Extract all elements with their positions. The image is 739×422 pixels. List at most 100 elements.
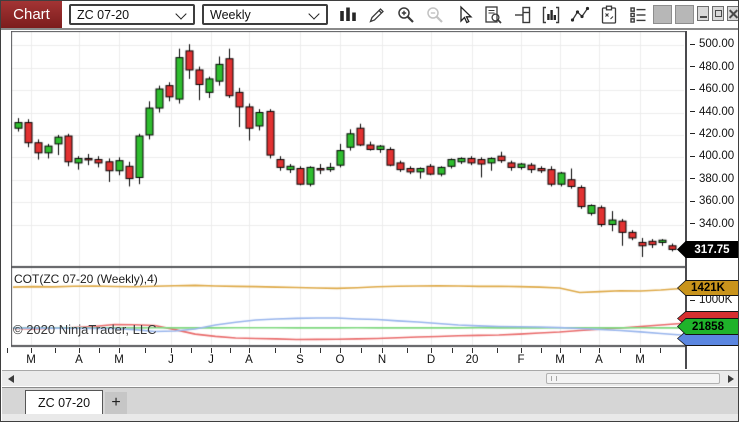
cot-indicator-label: COT(ZC 07-20 (Weekly),4) — [14, 272, 158, 286]
pencil-icon[interactable] — [366, 4, 388, 26]
titlebar: Chart ZC 07-20 Weekly — [1, 1, 738, 30]
scroll-left-icon[interactable] — [8, 375, 14, 383]
chart-style-icon[interactable] — [337, 4, 359, 26]
restore-icon — [714, 10, 722, 17]
cot-gold-marker: 1421K — [677, 280, 738, 296]
objects-icon[interactable] — [627, 4, 649, 26]
x-axis-label: M — [635, 354, 645, 366]
x-axis-label: A — [245, 354, 253, 366]
close-icon — [729, 9, 738, 18]
close-button[interactable] — [727, 6, 738, 21]
x-tick — [361, 348, 362, 353]
x-tick — [145, 348, 146, 353]
price-tick-label: 380.00 — [690, 173, 734, 185]
minimize-button[interactable] — [697, 6, 709, 21]
zoom-out-icon[interactable] — [424, 4, 446, 26]
x-axis-label: S — [296, 354, 304, 366]
chart-canvas[interactable] — [11, 31, 685, 348]
price-tick-label: 500.00 — [690, 38, 734, 50]
indicators-icon[interactable] — [540, 4, 562, 26]
x-tick — [640, 348, 641, 353]
x-axis-label: 20 — [465, 354, 479, 366]
line-tools-icon[interactable] — [569, 4, 591, 26]
instrument-dropdown-value: ZC 07-20 — [77, 7, 130, 22]
strategies-icon[interactable] — [598, 4, 620, 26]
x-tick — [31, 348, 32, 353]
add-tab-button[interactable]: + — [105, 392, 127, 414]
cot-tick-label: 1000K — [690, 294, 732, 306]
x-axis-label: A — [595, 354, 603, 366]
x-axis[interactable]: M A M J J A S O N D 20 F M A M — [7, 348, 685, 369]
x-axis-label: J — [168, 354, 174, 366]
price-tick-label: 420.00 — [690, 128, 734, 140]
price-tick-label: 440.00 — [690, 106, 734, 118]
x-tick — [497, 348, 498, 353]
cursor-icon[interactable] — [453, 4, 475, 26]
x-tick — [79, 348, 80, 353]
zoom-in-icon[interactable] — [395, 4, 417, 26]
x-tick — [320, 348, 321, 353]
scrollbar-thumb[interactable] — [546, 373, 720, 384]
chevron-down-icon — [308, 8, 320, 20]
minimize-icon — [699, 16, 707, 18]
x-tick — [55, 348, 56, 353]
x-tick — [249, 348, 250, 353]
price-tick-label: 360.00 — [690, 195, 734, 207]
x-tick — [7, 348, 8, 353]
cot-gold-marker-value: 1421K — [678, 281, 738, 295]
x-tick — [275, 348, 276, 353]
ninjatrader-watermark: © 2020 NinjaTrader, LLC — [13, 322, 157, 337]
x-tick — [171, 348, 172, 353]
restore-button[interactable] — [712, 6, 724, 21]
price-tick-label: 400.00 — [690, 150, 734, 162]
instrument-dropdown[interactable]: ZC 07-20 — [69, 4, 195, 25]
x-tick — [191, 348, 192, 353]
x-tick — [560, 348, 561, 353]
x-tick — [472, 348, 473, 353]
data-box-icon[interactable] — [482, 4, 504, 26]
x-tick — [599, 348, 600, 353]
x-axis-label: J — [208, 354, 214, 366]
tab-bar: ZC 07-20 + — [2, 387, 738, 415]
toolbar-icons — [337, 4, 649, 26]
cot-green-marker-value: 21858 — [678, 319, 738, 334]
x-tick — [230, 348, 231, 353]
last-price-marker: 317.75 — [677, 241, 738, 258]
x-tick — [541, 348, 542, 353]
x-tick — [620, 348, 621, 353]
panel-icon[interactable] — [653, 5, 672, 24]
x-axis-label: A — [75, 354, 83, 366]
x-axis-label: M — [555, 354, 565, 366]
x-tick — [452, 348, 453, 353]
x-tick — [300, 348, 301, 353]
x-tick — [99, 348, 100, 353]
x-axis-label: F — [517, 354, 525, 366]
window-title-tab: Chart — [1, 1, 62, 28]
interval-dropdown-value: Weekly — [210, 7, 251, 22]
x-axis-label: M — [26, 354, 36, 366]
tab-zc-07-20[interactable]: ZC 07-20 — [25, 390, 103, 415]
x-tick — [580, 348, 581, 353]
panel-icon[interactable] — [675, 5, 694, 24]
x-tick — [407, 348, 408, 353]
x-axis-label: M — [114, 354, 124, 366]
x-axis-label: N — [377, 354, 387, 366]
chevron-down-icon — [175, 8, 187, 20]
scroll-right-icon[interactable] — [728, 375, 734, 383]
price-tick-label: 460.00 — [690, 83, 734, 95]
interval-dropdown[interactable]: Weekly — [202, 4, 328, 25]
scrollbar-grip — [551, 376, 557, 381]
horizontal-scrollbar[interactable] — [2, 370, 738, 386]
x-tick — [119, 348, 120, 353]
x-tick — [660, 348, 661, 353]
chart-trader-icon[interactable] — [511, 4, 533, 26]
x-tick — [431, 348, 432, 353]
x-tick — [521, 348, 522, 353]
x-tick — [340, 348, 341, 353]
price-tick-label: 480.00 — [690, 61, 734, 73]
x-tick — [211, 348, 212, 353]
cot-green-marker: 21858 — [677, 318, 738, 335]
window-bottom-edge — [2, 414, 738, 421]
x-tick — [382, 348, 383, 353]
